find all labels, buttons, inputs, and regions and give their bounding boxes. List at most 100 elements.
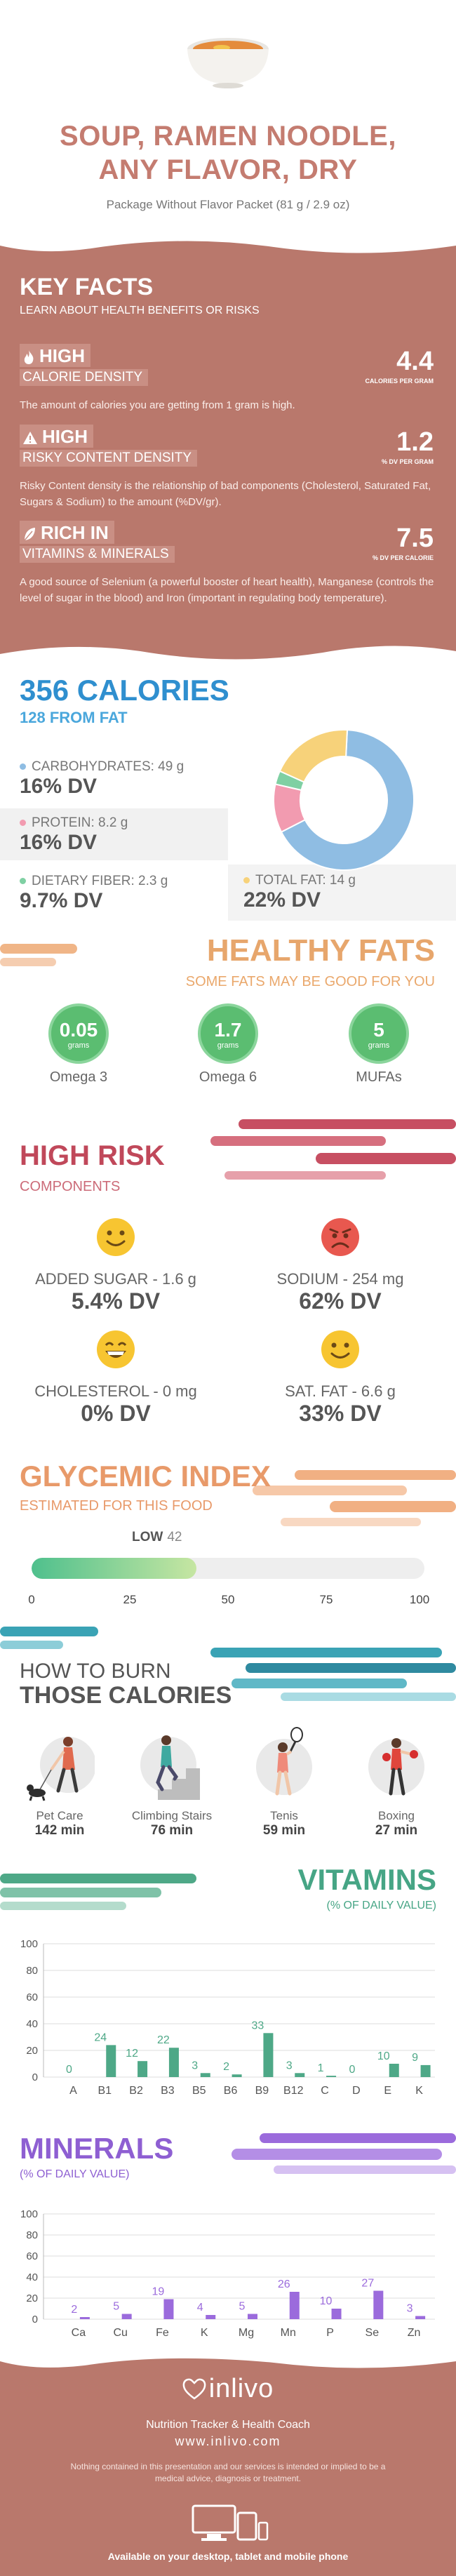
nutrient-dv: 16% DV — [20, 775, 98, 798]
fact-description: Risky Content density is the relationshi… — [20, 480, 431, 508]
fat-value: 1.7 — [214, 1019, 242, 1041]
x-tick-label: E — [384, 2085, 391, 2097]
leaf-icon — [24, 528, 35, 541]
nutrient-carbohydrates: CARBOHYDRATES: 49 g 16% DV — [0, 759, 239, 799]
bar — [295, 2073, 305, 2077]
footer-url[interactable]: www.inlivo.com — [175, 2434, 281, 2448]
bar-value-label: 24 — [94, 2031, 107, 2043]
smile-face-icon — [97, 1218, 135, 1256]
risk-cholesterol: CHOLESTEROL - 0 mg 0% DV — [11, 1330, 221, 1427]
stripe-decoration — [0, 1627, 456, 1701]
fact-description: The amount of calories you are getting f… — [20, 399, 295, 411]
nutrient-label: PROTEIN: 8.2 g — [0, 815, 228, 831]
risk-dv: 5.4% DV — [71, 1288, 161, 1314]
activity-climbing-stairs: Climbing Stairs 76 min — [119, 1726, 224, 1838]
glycemic-bar — [32, 1558, 424, 1579]
boxing-icon — [368, 1738, 424, 1796]
warning-icon — [23, 432, 37, 445]
legend-dot — [20, 763, 26, 770]
minerals-subtitle: (% OF DAILY VALUE) — [20, 2168, 130, 2180]
stairs-icon — [140, 1735, 200, 1800]
x-tick-label: Cu — [113, 2327, 127, 2339]
risk-label: CHOLESTEROL - 0 mg — [34, 1382, 197, 1400]
bar — [331, 2309, 342, 2319]
bar — [389, 2064, 399, 2077]
nutrient-dv: 16% DV — [20, 831, 98, 854]
x-tick-label: Mg — [239, 2327, 254, 2339]
bar — [263, 2033, 274, 2077]
burn-title-line-1: HOW TO BURN — [20, 1660, 171, 1683]
footer-disclaimer: Nothing contained in this presentation a… — [70, 2462, 386, 2483]
legend-dot — [20, 878, 26, 885]
bar — [415, 2316, 426, 2319]
activity-minutes: 142 min — [34, 1823, 85, 1838]
activity-minutes: 27 min — [375, 1823, 418, 1838]
fat-circle: 5 grams — [349, 1003, 409, 1064]
minerals-bar-chart: 0 20 40 60 80 100 2 Ca 5 Cu 19 Fe 4 K 5 Mg 26 Mn 10 P 27 Se 3 Z… — [20, 2208, 435, 2339]
macronutrient-donut-chart — [273, 729, 415, 871]
fat-unit: grams — [217, 1041, 239, 1050]
fact-unit: % DV PER CALORIE — [372, 554, 434, 561]
high-risk-title: HIGH RISK — [20, 1140, 165, 1171]
calories-title: 356 CALORIES — [20, 674, 229, 707]
y-tick-label: 60 — [26, 2250, 38, 2262]
soup-bowl-icon — [187, 38, 269, 88]
nutrient-label-text: DIETARY FIBER: 2.3 g — [32, 874, 168, 888]
fact-label: VITAMINS & MINERALS — [20, 546, 175, 563]
y-tick-label: 0 — [32, 2314, 38, 2325]
bar — [168, 2048, 179, 2077]
activity-minutes: 76 min — [150, 1823, 194, 1838]
tennis-icon — [256, 1727, 312, 1796]
activity-label: Boxing — [378, 1809, 415, 1822]
healthy-fats-title: HEALTHY FATS — [206, 933, 435, 968]
bar — [289, 2292, 300, 2319]
y-tick-label: 40 — [26, 2018, 38, 2030]
fat-mufas: 5 grams MUFAs — [326, 1003, 431, 1086]
bar-value-label: 4 — [197, 2302, 203, 2314]
fat-unit: grams — [368, 1041, 390, 1050]
fact-unit: % DV PER GRAM — [381, 458, 434, 465]
x-tick-label: Se — [366, 2327, 380, 2339]
x-tick-label: C — [321, 2085, 329, 2097]
glycemic-tick: 50 — [221, 1593, 235, 1606]
bar-value-label: 5 — [113, 2301, 119, 2313]
x-tick-label: B9 — [255, 2085, 269, 2097]
risk-added-sugar: ADDED SUGAR - 1.6 g 5.4% DV — [11, 1217, 221, 1314]
fat-circle: 0.05 grams — [48, 1003, 109, 1064]
bar-value-label: 3 — [192, 2060, 198, 2071]
fat-name: MUFAs — [356, 1069, 402, 1085]
smile-face-icon — [321, 1330, 359, 1368]
x-tick-label: B12 — [283, 2085, 304, 2097]
x-tick-label: K — [415, 2085, 423, 2097]
glycemic-tick: 25 — [123, 1593, 137, 1606]
x-tick-label: B1 — [98, 2085, 112, 2097]
glycemic-level: LOW — [132, 1530, 163, 1544]
x-tick-label: K — [201, 2327, 208, 2339]
risk-label: ADDED SUGAR - 1.6 g — [35, 1270, 196, 1288]
legend-dot — [243, 877, 250, 884]
x-tick-label: B2 — [129, 2085, 143, 2097]
grin-face-icon — [97, 1330, 135, 1368]
risk-dv: 62% DV — [299, 1288, 382, 1314]
bar — [200, 2073, 210, 2077]
fact-level: HIGH — [20, 425, 93, 448]
activity-boxing: Boxing 27 min — [344, 1726, 449, 1838]
nutrient-fiber: DIETARY FIBER: 2.3 g 9.7% DV — [0, 874, 224, 913]
nutrient-protein: PROTEIN: 8.2 g 16% DV — [0, 808, 228, 860]
risk-label: SAT. FAT - 6.6 g — [285, 1382, 396, 1400]
header: SOUP, RAMEN NOODLE, ANY FLAVOR, DRY Pack… — [0, 0, 456, 232]
bar-value-label: 0 — [66, 2064, 72, 2076]
nutrient-dv: 9.7% DV — [20, 889, 103, 912]
activity-label: Pet Care — [36, 1809, 83, 1822]
burn-title-line-2: THOSE CALORIES — [20, 1682, 232, 1709]
y-tick-label: 100 — [20, 2208, 38, 2220]
fact-value: 7.5 — [396, 523, 434, 553]
glycemic-subtitle: ESTIMATED FOR THIS FOOD — [20, 1498, 213, 1514]
bar — [138, 2061, 148, 2077]
activity-label: Climbing Stairs — [131, 1809, 213, 1822]
glycemic-tick: 100 — [409, 1593, 430, 1606]
healthy-fats-subtitle: SOME FATS MAY BE GOOD FOR YOU — [185, 974, 435, 989]
bar-value-label: 22 — [157, 2034, 170, 2046]
bar-value-label: 9 — [412, 2052, 418, 2064]
